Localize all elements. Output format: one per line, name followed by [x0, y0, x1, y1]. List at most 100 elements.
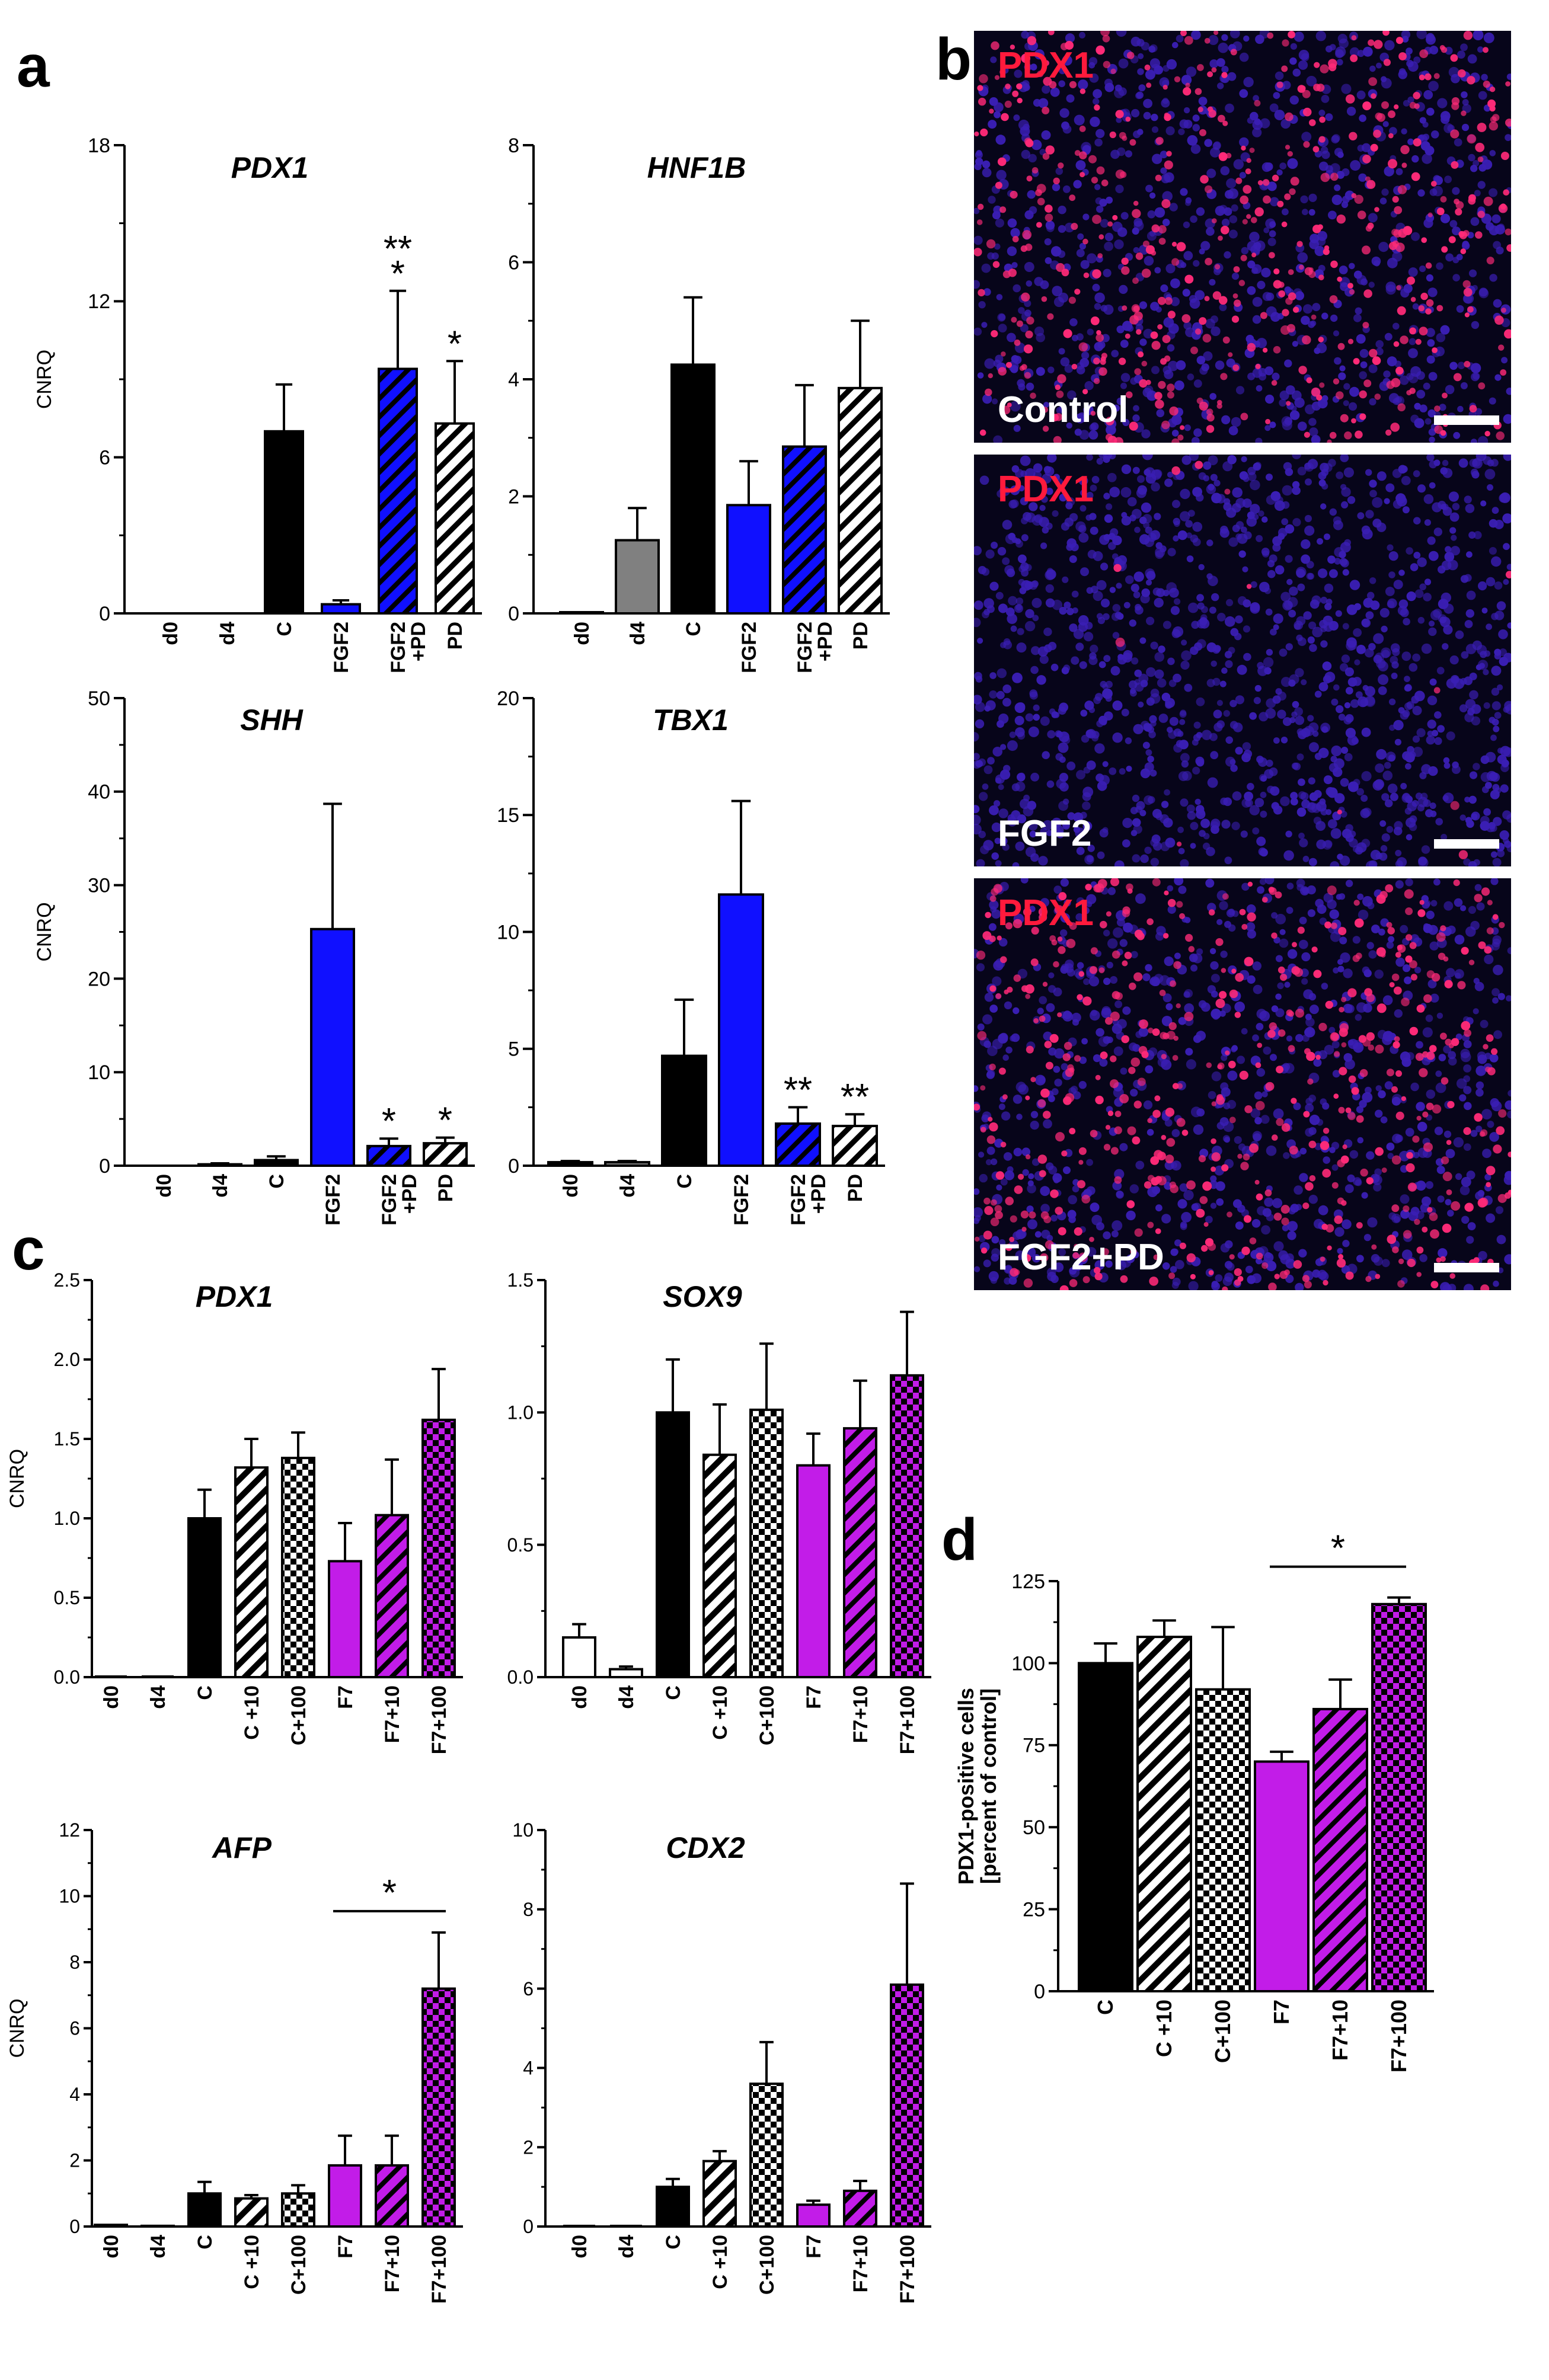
pdx1-positive-nucleus	[1146, 82, 1152, 88]
bar	[435, 422, 475, 615]
nucleus	[1181, 455, 1192, 465]
nucleus	[1101, 1006, 1111, 1015]
pdx1-positive-nucleus	[1150, 1156, 1160, 1165]
pdx1-positive-nucleus	[1368, 1044, 1375, 1051]
nucleus	[1162, 191, 1173, 202]
nucleus	[1275, 993, 1282, 1000]
nucleus	[1301, 539, 1311, 549]
nucleus	[1058, 80, 1065, 88]
pdx1-positive-nucleus	[1001, 113, 1009, 121]
pdx1-positive-nucleus	[1005, 1243, 1013, 1251]
pdx1-positive-nucleus	[1132, 209, 1141, 218]
nucleus	[1143, 522, 1150, 529]
significance-mark: *	[382, 1873, 397, 1914]
nucleus	[1125, 150, 1132, 158]
nucleus	[974, 1207, 983, 1218]
nucleus	[1016, 1114, 1023, 1120]
pdx1-positive-nucleus	[1069, 194, 1076, 201]
nucleus	[1349, 386, 1359, 397]
nucleus	[1350, 699, 1359, 708]
nucleus	[998, 938, 1008, 947]
nucleus	[1216, 494, 1226, 504]
bar	[1371, 1602, 1427, 1992]
pdx1-positive-nucleus	[1254, 1179, 1260, 1185]
nucleus	[1206, 847, 1215, 856]
pdx1-positive-nucleus	[1190, 346, 1198, 354]
nucleus	[1090, 1202, 1100, 1213]
pdx1-positive-nucleus	[1414, 1218, 1420, 1225]
nucleus	[1004, 1170, 1014, 1181]
nucleus	[1425, 1181, 1433, 1189]
nucleus	[992, 398, 998, 405]
pdx1-positive-nucleus	[1134, 368, 1141, 375]
pdx1-positive-nucleus	[1232, 364, 1240, 371]
nucleus	[1082, 821, 1093, 831]
nucleus	[1429, 802, 1436, 810]
nucleus	[1403, 618, 1410, 626]
pdx1-positive-nucleus	[1198, 1155, 1206, 1163]
nucleus	[1119, 768, 1126, 775]
bar	[843, 1427, 877, 1678]
nucleus	[1388, 936, 1395, 943]
nucleus	[1375, 1085, 1382, 1092]
nucleus	[1211, 660, 1217, 667]
nucleus	[1050, 1214, 1058, 1222]
nucleus	[1138, 84, 1146, 92]
nucleus	[1047, 730, 1056, 739]
nucleus	[1058, 250, 1066, 258]
nucleus	[1079, 358, 1090, 367]
pdx1-positive-nucleus	[1103, 60, 1111, 69]
pdx1-positive-nucleus	[992, 261, 1000, 268]
pdx1-positive-nucleus	[1211, 1138, 1216, 1144]
nucleus	[1270, 491, 1281, 501]
nucleus	[1322, 661, 1332, 671]
nucleus	[1375, 347, 1384, 356]
nucleus	[986, 1069, 995, 1078]
micrograph-control: PDX1 Control	[974, 31, 1511, 443]
pdx1-positive-nucleus	[1505, 1192, 1511, 1199]
nucleus	[1280, 591, 1291, 602]
nucleus	[1408, 348, 1418, 359]
nucleus	[996, 690, 1005, 699]
pdx1-positive-nucleus	[1043, 1215, 1052, 1224]
nucleus	[1280, 796, 1290, 807]
nucleus	[1125, 737, 1132, 744]
nucleus	[1002, 698, 1011, 707]
pdx1-positive-nucleus	[1263, 179, 1270, 186]
nucleus	[1253, 984, 1263, 994]
nucleus	[1029, 830, 1037, 838]
nucleus	[1034, 1231, 1042, 1238]
nucleus	[1303, 611, 1312, 620]
nucleus	[1221, 667, 1228, 674]
nucleus	[1378, 242, 1389, 252]
nucleus	[1453, 1137, 1464, 1148]
nucleus	[1321, 95, 1330, 103]
nucleus	[1421, 643, 1432, 654]
nucleus	[1461, 1215, 1470, 1224]
nucleus	[1330, 931, 1341, 942]
pdx1-positive-nucleus	[1478, 382, 1486, 390]
nucleus	[1144, 795, 1154, 805]
pdx1-positive-nucleus	[1103, 1144, 1111, 1151]
nucleus	[1225, 736, 1233, 744]
nucleus	[1298, 60, 1308, 70]
nucleus	[1007, 246, 1017, 256]
pdx1-positive-nucleus	[977, 85, 983, 91]
nucleus	[1491, 687, 1500, 696]
nucleus	[1241, 247, 1249, 255]
nucleus	[1224, 856, 1232, 865]
pdx1-positive-nucleus	[1336, 215, 1346, 224]
pdx1-positive-nucleus	[1157, 1151, 1166, 1160]
pdx1-positive-nucleus	[1000, 1141, 1007, 1148]
nucleus	[1406, 60, 1414, 68]
nucleus	[1240, 830, 1248, 838]
nucleus	[975, 719, 985, 729]
nucleus	[1066, 422, 1072, 429]
nucleus	[1069, 623, 1078, 632]
pdx1-positive-nucleus	[1233, 266, 1240, 273]
nucleus	[1256, 1023, 1264, 1031]
pdx1-positive-nucleus	[1311, 314, 1317, 320]
nucleus	[1324, 840, 1333, 848]
nucleus	[1193, 379, 1202, 388]
pdx1-positive-nucleus	[1038, 907, 1048, 917]
